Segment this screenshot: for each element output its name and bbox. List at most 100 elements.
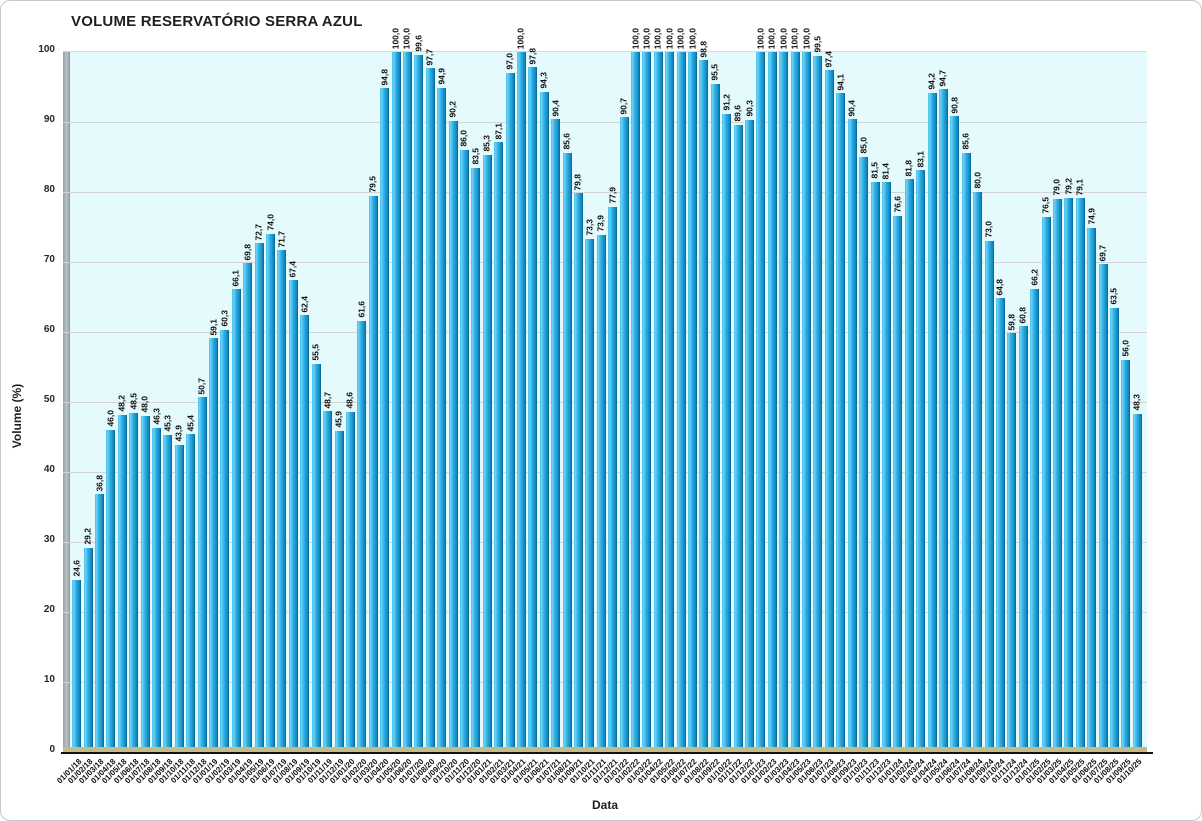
bar-value-label: 85,0 [858, 137, 869, 154]
bar-value-label: 100,0 [675, 27, 686, 49]
bar-value-label: 97,8 [527, 47, 538, 65]
bar-value-label: 48,3 [1131, 394, 1142, 411]
bar-value-label: 94,9 [436, 68, 447, 85]
bar-value-label: 74,9 [1086, 208, 1097, 225]
bar-value-label: 100,0 [766, 27, 777, 49]
bar-01/02/21 [494, 142, 504, 752]
bar-value-label: 69,8 [242, 243, 253, 261]
bar-value-label: 100,0 [515, 27, 526, 49]
bar-01/05/24 [938, 89, 948, 752]
bar-value-label: 69,7 [1097, 244, 1108, 262]
bar-value-label: 81,5 [869, 161, 880, 179]
bar-value-label: 100,0 [390, 27, 401, 49]
bar-value-label: 100,0 [755, 27, 766, 49]
bar-01/08/20 [425, 68, 435, 752]
bar-value-label: 87,1 [493, 122, 504, 140]
bar-01/06/20 [402, 52, 412, 752]
bar-value-label: 74,0 [265, 214, 276, 231]
bar-value-label: 48,7 [322, 391, 333, 409]
bar-value-label: 48,6 [344, 392, 355, 409]
bar-value-label: 73,0 [983, 221, 994, 238]
bar-01/07/25 [1098, 264, 1108, 752]
bar-value-label: 85,6 [960, 133, 971, 150]
bar-value-label: 90,2 [447, 101, 458, 118]
y-tick-30: 30 [43, 534, 55, 545]
bar-value-label: 77,9 [607, 187, 618, 204]
bar-value-label: 29,2 [82, 528, 93, 545]
chart-title: VOLUME RESERVATÓRIO SERRA AZUL [71, 13, 363, 30]
bar-01/12/20 [471, 167, 481, 752]
bar-value-label: 90,3 [744, 100, 755, 117]
bar-value-label: 100,0 [641, 27, 652, 49]
bar-01/05/25 [1075, 198, 1085, 752]
bar-01/04/22 [653, 52, 663, 752]
bar-01/04/23 [790, 52, 800, 752]
bar-value-label: 86,0 [458, 130, 469, 147]
bar-value-label: 99,6 [413, 35, 424, 52]
bar-value-label: 79,0 [1051, 179, 1062, 196]
bar-value-label: 100,0 [801, 27, 812, 49]
bar-01/12/22 [745, 119, 755, 752]
bar-01/10/20 [448, 120, 458, 752]
bar-value-label: 60,3 [219, 310, 230, 327]
bar-value-label: 81,8 [903, 159, 914, 177]
bar-01/03/22 [642, 52, 652, 752]
bar-01/09/21 [573, 193, 583, 752]
bar-value-label: 100,0 [687, 27, 698, 49]
bar-value-label: 48,5 [128, 392, 139, 410]
y-tick-40: 40 [43, 464, 55, 475]
bar-value-label: 63,5 [1108, 287, 1119, 305]
y-tick-20: 20 [43, 604, 55, 615]
bar-value-label: 94,1 [835, 73, 846, 91]
bar-01/12/24 [1018, 326, 1028, 752]
bar-01/06/19 [266, 234, 276, 752]
bar-01/05/23 [802, 52, 812, 752]
bar-01/08/18 [152, 427, 162, 752]
bar-value-label: 97,0 [504, 53, 515, 70]
bar-01/03/18 [95, 494, 104, 752]
x-axis-tick-labels: 01/01/18 01/02/18 01/03/18 01/04/18 01/05/18… [55, 754, 1147, 800]
bar-value-label: 91,2 [721, 94, 732, 111]
bar-value-label: 48,2 [116, 395, 127, 412]
bar-01/09/25 [1121, 360, 1131, 752]
bar-value-label: 45,9 [333, 411, 344, 428]
bar-01/01/20 [345, 411, 355, 752]
bar-01/09/23 [847, 119, 857, 752]
bar-01/10/19 [311, 363, 321, 752]
bar-value-label: 66,2 [1029, 269, 1040, 286]
bar-01/11/22 [733, 124, 743, 752]
bar-value-label: 100,0 [664, 27, 675, 49]
bar-value-label: 67,4 [287, 260, 298, 278]
bar-01/05/20 [391, 52, 401, 752]
bar-01/02/22 [631, 52, 640, 752]
bar-value-label: 83,1 [915, 150, 926, 168]
bar-01/04/25 [1064, 197, 1074, 752]
bar-value-label: 46,3 [151, 408, 162, 425]
bar-01/05/19 [254, 243, 264, 752]
bar-value-label: 59,8 [1006, 313, 1017, 331]
gridline-80 [63, 192, 1147, 193]
bar-01/12/18 [197, 397, 207, 752]
bar-01/10/25 [1132, 413, 1142, 752]
bar-01/01/21 [482, 154, 492, 752]
bar-01/06/25 [1087, 227, 1097, 752]
bar-01/07/20 [414, 54, 424, 752]
bar-01/04/18 [106, 430, 116, 752]
bar-value-label: 71,7 [276, 230, 287, 248]
bar-value-label: 80,0 [972, 172, 983, 189]
bar-01/08/22 [699, 60, 709, 752]
bar-value-label: 98,8 [698, 40, 709, 58]
bar-value-label: 55,5 [310, 343, 321, 361]
bar-value-label: 97,7 [424, 48, 435, 66]
bar-value-label: 79,8 [572, 173, 583, 191]
bar-value-label: 94,3 [538, 72, 549, 89]
bar-01/07/19 [277, 250, 287, 752]
bar-01/04/19 [243, 263, 253, 752]
bar-01/01/22 [619, 117, 629, 752]
bar-value-label: 99,5 [812, 35, 823, 53]
bar-value-label: 60,8 [1017, 306, 1028, 324]
bar-01/03/19 [231, 289, 241, 752]
bar-value-label: 45,4 [185, 414, 196, 432]
bar-01/03/25 [1052, 199, 1062, 752]
